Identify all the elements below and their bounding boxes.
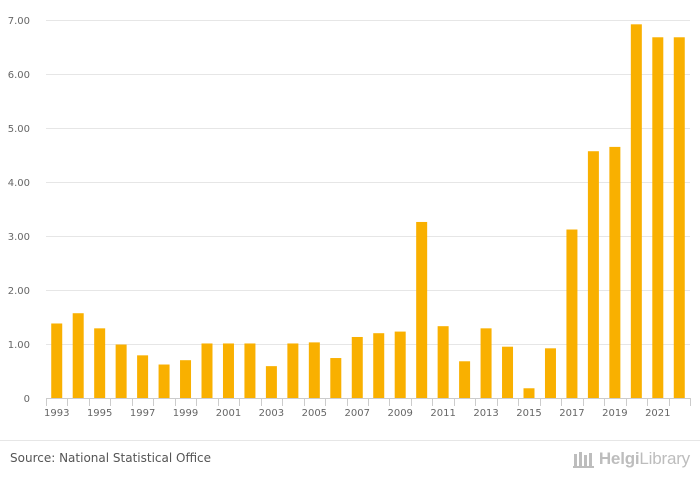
bar-1995[interactable]: [94, 328, 106, 398]
bar-2022[interactable]: [673, 37, 685, 398]
bar-1998[interactable]: [158, 364, 170, 398]
x-tick-label: 2019: [602, 408, 627, 419]
x-tick-label: 2013: [473, 408, 498, 419]
bar-2001[interactable]: [222, 343, 234, 398]
x-tick-label: 1995: [87, 408, 112, 419]
bar-2000[interactable]: [201, 343, 213, 398]
x-axis-tick-labels: 1993 1995 1997 1999 2001 2003 2005 2007 2009 2011…: [44, 398, 691, 419]
y-tick-label: 7.00: [8, 16, 30, 27]
bar-2015[interactable]: [523, 388, 535, 398]
source-note: Source: National Statistical Office: [10, 451, 212, 465]
bar-chart: 01.002.003.004.005.006.007.00 1993 1995 19…: [8, 16, 691, 419]
bar-2013[interactable]: [480, 328, 492, 398]
x-tick-label: 1999: [173, 408, 198, 419]
brand-logo[interactable]: HelgiLibrary: [572, 447, 690, 471]
bar-1996[interactable]: [115, 344, 127, 398]
y-tick-label: 1.00: [8, 340, 30, 351]
x-tick-label: 2021: [645, 408, 670, 419]
bar-2014[interactable]: [502, 346, 514, 398]
bars: [51, 24, 685, 398]
bar-2020[interactable]: [630, 24, 642, 398]
x-tick-label: 2017: [559, 408, 584, 419]
y-tick-label: 3.00: [8, 232, 30, 243]
bar-2005[interactable]: [308, 342, 320, 398]
bar-2019[interactable]: [609, 146, 621, 398]
brand-name-light: Library: [639, 449, 690, 468]
bar-2016[interactable]: [544, 348, 556, 398]
bar-1994[interactable]: [72, 313, 84, 398]
bar-1993[interactable]: [51, 323, 63, 398]
y-tick-label: 5.00: [8, 124, 30, 135]
y-tick-label: 4.00: [8, 178, 30, 189]
bar-2010[interactable]: [416, 221, 428, 398]
grid-lines: [46, 20, 690, 345]
bar-2007[interactable]: [351, 336, 363, 398]
y-tick-label: 6.00: [8, 70, 30, 81]
brand-name: HelgiLibrary: [599, 449, 690, 469]
bar-1999[interactable]: [180, 360, 192, 398]
bar-2003[interactable]: [265, 366, 277, 398]
x-tick-label: 2001: [216, 408, 241, 419]
bar-2006[interactable]: [330, 358, 342, 398]
bar-2021[interactable]: [652, 37, 664, 398]
x-tick-label: 2009: [387, 408, 412, 419]
brand-name-bold: Helgi: [598, 449, 640, 468]
bar-2017[interactable]: [566, 229, 578, 398]
bar-2009[interactable]: [394, 331, 406, 398]
y-tick-label: 2.00: [8, 286, 30, 297]
bar-1997[interactable]: [137, 355, 149, 398]
y-tick-label: 0: [24, 394, 30, 405]
bar-2011[interactable]: [437, 326, 449, 398]
x-tick-label: 2011: [430, 408, 455, 419]
x-tick-label: 2003: [259, 408, 284, 419]
x-tick-label: 2015: [516, 408, 541, 419]
bar-2012[interactable]: [459, 361, 471, 398]
chart-footer: Source: National Statistical Office Helg…: [0, 440, 700, 483]
helgilibrary-logo-icon: [572, 452, 594, 468]
x-tick-label: 1993: [44, 408, 69, 419]
bar-2004[interactable]: [287, 343, 299, 398]
x-tick-label: 1997: [130, 408, 155, 419]
x-tick-label: 2005: [302, 408, 327, 419]
y-axis-tick-labels: 0 1.00 2.00 3.00 4.00 5.00 6.00 7.00: [8, 16, 30, 405]
bar-2018[interactable]: [587, 151, 599, 398]
bar-2002[interactable]: [244, 343, 256, 398]
x-tick-label: 2007: [345, 408, 370, 419]
bar-2008[interactable]: [373, 333, 385, 398]
